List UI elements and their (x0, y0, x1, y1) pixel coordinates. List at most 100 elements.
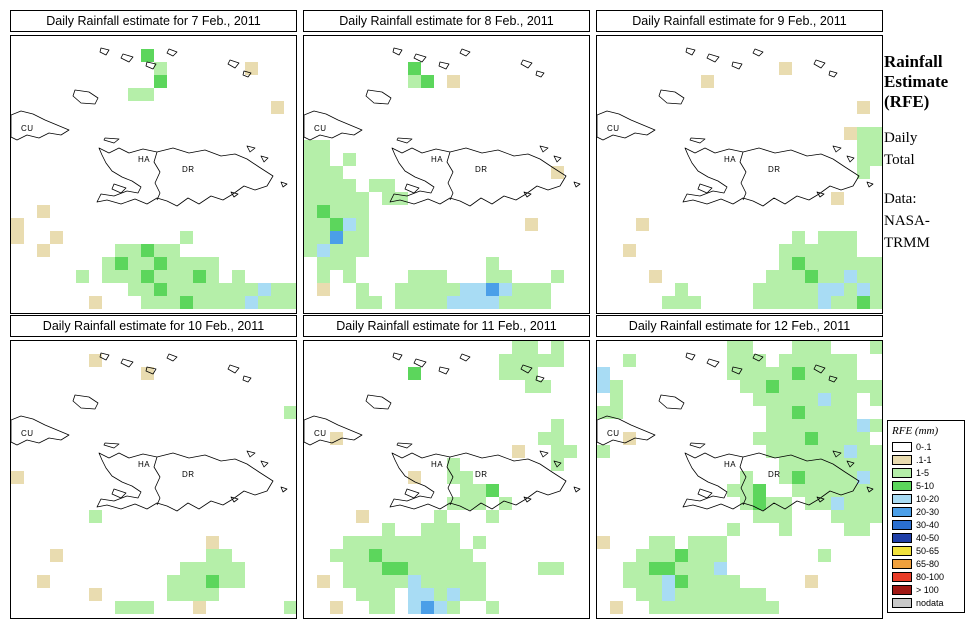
rain-cell (434, 523, 447, 536)
small-island (242, 70, 252, 78)
rain-cell (870, 283, 882, 296)
small-island (260, 460, 269, 468)
rain-cell (343, 536, 356, 549)
coastline-layer (304, 47, 581, 207)
rainfall-map: CU HA DR (303, 35, 590, 314)
country-label-dr: DR (182, 470, 195, 479)
sidebar-title: Rainfall Estimate (RFE) (884, 52, 970, 112)
rainfall-map: CU HA DR (596, 35, 883, 314)
rain-cell (343, 205, 356, 218)
rain-cell (167, 575, 180, 588)
rain-cell (818, 367, 831, 380)
rain-cell (792, 283, 805, 296)
rain-cell (857, 140, 870, 153)
rain-cell (792, 419, 805, 432)
rain-cell (870, 458, 882, 471)
rain-cell (551, 166, 564, 179)
rain-cell (271, 296, 284, 309)
rain-cell (115, 257, 128, 270)
rain-cell (649, 549, 662, 562)
rain-cell (525, 341, 538, 354)
rain-cell (844, 296, 857, 309)
haiti-dr-border (739, 151, 747, 201)
tortuga-island (103, 137, 120, 144)
rain-cell (460, 296, 473, 309)
small-island (828, 375, 838, 383)
legend-entry: 5-10 (892, 479, 961, 492)
rain-cell (486, 270, 499, 283)
rain-cell (37, 575, 50, 588)
panel-feb-7: Daily Rainfall estimate for 7 Feb., 2011… (10, 10, 297, 314)
rain-cell (115, 244, 128, 257)
rain-cell (102, 257, 115, 270)
rain-cell (649, 601, 662, 614)
rain-cell (434, 270, 447, 283)
rain-cell (128, 244, 141, 257)
rain-cell (395, 536, 408, 549)
rain-cell (870, 341, 882, 354)
rain-cell (870, 380, 882, 393)
cuba-coastline (304, 110, 363, 141)
rain-cell (714, 588, 727, 601)
small-island (828, 70, 838, 78)
rain-cell (193, 270, 206, 283)
small-island (573, 486, 581, 493)
rain-cell (356, 536, 369, 549)
rain-cell (538, 296, 551, 309)
rain-cell (662, 601, 675, 614)
sidebar: Rainfall Estimate (RFE) Daily Total Data… (884, 52, 970, 254)
rain-cell (831, 471, 844, 484)
legend-label: 50-65 (916, 545, 940, 556)
rain-cell (805, 283, 818, 296)
rain-cell (447, 536, 460, 549)
rain-cell (128, 270, 141, 283)
rain-cell (818, 341, 831, 354)
legend: RFE (mm) 0-.1 .1-1 1-5 5-10 10-20 20-30 30-40 4… (887, 420, 965, 613)
legend-label: .1-1 (916, 454, 932, 465)
legend-swatch (892, 467, 912, 478)
rain-cell (499, 367, 512, 380)
country-label-haiti: HA (724, 155, 737, 164)
rain-cell (317, 192, 330, 205)
panel-title: Daily Rainfall estimate for 7 Feb., 2011 (10, 10, 297, 32)
rain-cell (167, 270, 180, 283)
rainfall-map: CU HA DR (10, 35, 297, 314)
rain-cell (369, 549, 382, 562)
rain-cell (317, 283, 330, 296)
rain-cell (844, 471, 857, 484)
rain-cell (304, 231, 317, 244)
rain-cell (330, 166, 343, 179)
rain-cell (779, 458, 792, 471)
rain-cell (408, 562, 421, 575)
rain-cell (857, 101, 870, 114)
rainfall-map: CU HA DR (10, 340, 297, 619)
rain-cell (206, 536, 219, 549)
rain-cell (206, 562, 219, 575)
rainfall-map: CU HA DR (596, 340, 883, 619)
legend-entry: 50-65 (892, 544, 961, 557)
rain-cell (421, 283, 434, 296)
sidebar-data-line: Data: (884, 191, 917, 207)
rain-cell (844, 127, 857, 140)
rain-cell (317, 140, 330, 153)
small-island (166, 48, 178, 57)
coastline-layer (11, 352, 288, 512)
rain-cell (636, 562, 649, 575)
small-island (520, 364, 533, 374)
rain-cell (434, 296, 447, 309)
rain-cell (792, 471, 805, 484)
rain-cell (675, 588, 688, 601)
rain-cell (304, 244, 317, 257)
rain-cell (662, 536, 675, 549)
rain-cell (421, 296, 434, 309)
rain-cell (180, 575, 193, 588)
rain-cell (636, 575, 649, 588)
cuba-coastline (597, 415, 656, 446)
rain-cell (844, 257, 857, 270)
rain-cell (844, 406, 857, 419)
rain-cell (180, 296, 193, 309)
rain-cell (317, 244, 330, 257)
rain-cell (356, 588, 369, 601)
rain-cell (818, 393, 831, 406)
rain-cell (753, 432, 766, 445)
